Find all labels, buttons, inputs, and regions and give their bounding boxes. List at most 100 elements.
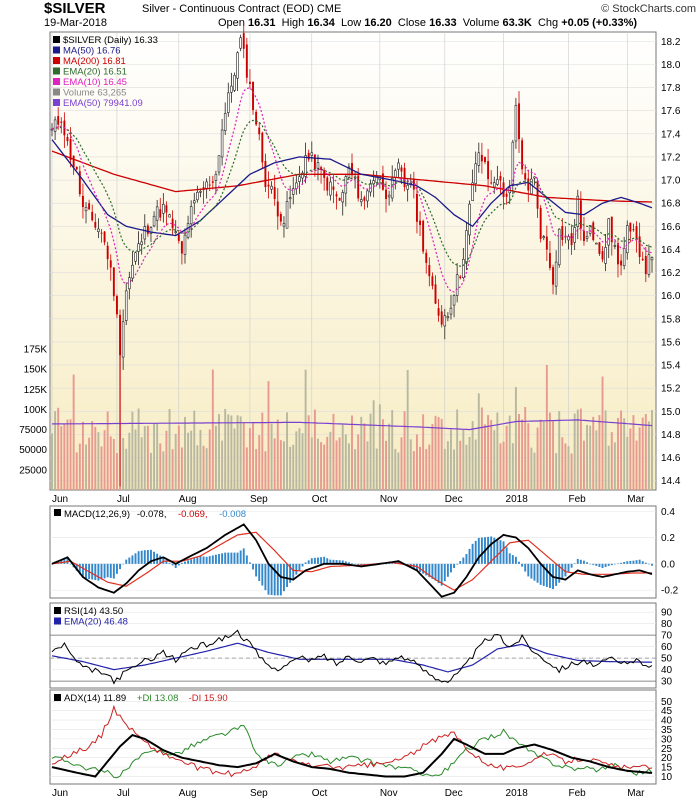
volume-bar [211, 369, 214, 490]
candle-body [189, 206, 193, 225]
macd-histogram-bar [351, 563, 353, 564]
macd-histogram-bar [298, 563, 301, 571]
volume-bar [184, 416, 186, 490]
candle-body [100, 232, 103, 234]
candle-body [585, 235, 589, 239]
macd-histogram-bar [651, 563, 653, 566]
volume-bar [320, 442, 323, 490]
volume-bar [143, 426, 146, 490]
minus-di-line [51, 704, 653, 778]
volume-bar [372, 400, 375, 490]
candle-body [227, 92, 230, 113]
price-legend-label: MA(50) 16.76 [63, 46, 121, 57]
price-legend-label: MA(200) 16.81 [63, 56, 126, 67]
macd-histogram-bar [347, 562, 350, 564]
price-x-tick-label: 2018 [506, 494, 529, 505]
volume-bar [131, 411, 134, 490]
candle-body [561, 226, 564, 240]
low-label: Low [340, 17, 362, 29]
macd-histogram-bar [496, 538, 499, 564]
volume-bar [78, 443, 81, 490]
volume-bar [344, 434, 347, 490]
bottom-x-tick-label: Aug [179, 788, 197, 799]
macd-histogram-bar [332, 559, 335, 564]
macd-histogram-bar [471, 543, 474, 564]
volume-bar [576, 409, 579, 490]
candle-body [239, 37, 242, 49]
macd-histogram-bar [137, 551, 140, 564]
macd-histogram-bar [276, 563, 279, 596]
candle-body [119, 314, 121, 356]
volume-bar [54, 411, 57, 490]
volume-bar [545, 364, 548, 490]
macd-histogram-bar [592, 563, 595, 565]
price-tick-label: 17.2 [661, 152, 681, 163]
macd-histogram-bar [527, 563, 530, 577]
candle-body [69, 138, 72, 160]
volume-bar [295, 431, 298, 490]
volume-bar [180, 447, 183, 490]
volume-bar [641, 417, 644, 490]
macd-histogram-bar [85, 563, 87, 579]
legend-swatch [54, 694, 61, 701]
price-tick-label: 14.6 [661, 453, 681, 464]
volume-bar [613, 442, 616, 490]
candle-body [171, 218, 174, 229]
candle-body [112, 267, 115, 297]
volume-bar [289, 446, 292, 490]
candle-body [97, 228, 100, 232]
adx-tick-label: 15 [661, 763, 673, 774]
bottom-x-tick-label: Nov [380, 788, 398, 799]
volume-bar [208, 429, 211, 490]
macd-histogram-bar [567, 563, 570, 573]
volume-bar [174, 433, 177, 490]
bottom-x-tick-label: Jun [52, 788, 68, 799]
candle-body [267, 184, 270, 187]
rsi-tick-label: 80 [661, 619, 673, 630]
macd-histogram-bar [518, 561, 520, 564]
macd-histogram-bar [69, 563, 72, 565]
candle-body [72, 155, 75, 168]
candle-body [270, 185, 273, 190]
candle-body [313, 154, 316, 170]
volume-bar [221, 440, 224, 490]
macd-histogram-bar [317, 557, 319, 564]
macd-histogram-bar [623, 561, 626, 564]
volume-bar [490, 420, 493, 490]
volume-bar [286, 412, 289, 490]
macd-histogram-bar [134, 553, 137, 564]
macd-histogram-bar [456, 563, 459, 565]
candle-body [255, 111, 258, 125]
volume-tick-label: 100K [24, 405, 48, 416]
macd-histogram-bar [143, 550, 146, 564]
candle-body [248, 81, 251, 84]
candle-body [109, 260, 112, 268]
candle-body [320, 167, 323, 170]
macd-histogram-bar [304, 562, 307, 564]
macd-histogram-bar [168, 562, 171, 564]
candle-body [474, 163, 477, 184]
macd-histogram-bar [184, 561, 186, 564]
macd-histogram-bar [586, 562, 589, 564]
candle-body [449, 307, 453, 315]
bottom-x-tick-label: Sep [250, 788, 268, 799]
candle-body [576, 195, 580, 227]
macd-histogram-bar [239, 550, 242, 564]
volume-bar [369, 413, 372, 490]
volume-bar [533, 452, 536, 490]
adx-tick-label: 40 [661, 716, 673, 727]
macd-histogram-bar [165, 560, 168, 564]
macd-histogram-bar [326, 558, 329, 564]
candle-body [84, 206, 88, 212]
candle-body [539, 207, 542, 239]
candle-body [620, 260, 623, 266]
volume-bar [459, 440, 462, 490]
volume-bar [555, 453, 558, 490]
candle-body [390, 177, 394, 199]
volume-bar [502, 441, 505, 490]
volume-bar [638, 427, 641, 490]
macd-histogram-bar [60, 559, 63, 564]
volume-bar [276, 419, 279, 490]
volume-bar [85, 444, 87, 490]
macd-histogram-bar [279, 563, 282, 596]
